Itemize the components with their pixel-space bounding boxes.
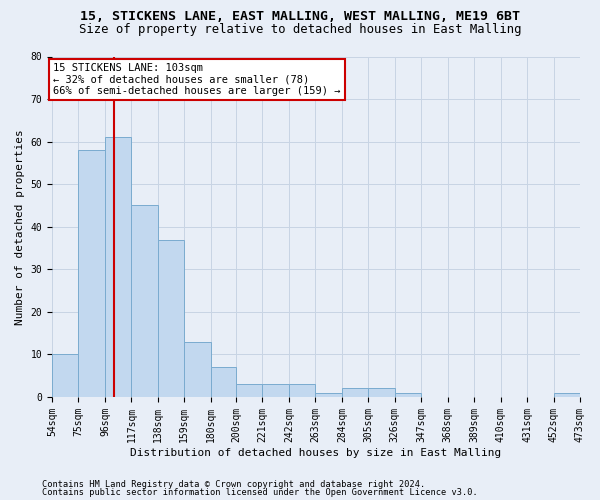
Text: 15, STICKENS LANE, EAST MALLING, WEST MALLING, ME19 6BT: 15, STICKENS LANE, EAST MALLING, WEST MA… — [80, 10, 520, 23]
Bar — [342, 388, 368, 397]
Bar — [236, 384, 262, 397]
Bar — [52, 354, 79, 397]
Bar — [79, 150, 105, 397]
Bar — [395, 392, 421, 397]
Text: 15 STICKENS LANE: 103sqm
← 32% of detached houses are smaller (78)
66% of semi-d: 15 STICKENS LANE: 103sqm ← 32% of detach… — [53, 63, 341, 96]
Bar — [131, 206, 158, 397]
Bar — [368, 388, 395, 397]
Bar — [184, 342, 211, 397]
Bar — [105, 138, 131, 397]
Text: Contains public sector information licensed under the Open Government Licence v3: Contains public sector information licen… — [42, 488, 478, 497]
Text: Contains HM Land Registry data © Crown copyright and database right 2024.: Contains HM Land Registry data © Crown c… — [42, 480, 425, 489]
Bar — [262, 384, 289, 397]
Text: Size of property relative to detached houses in East Malling: Size of property relative to detached ho… — [79, 23, 521, 36]
X-axis label: Distribution of detached houses by size in East Malling: Distribution of detached houses by size … — [130, 448, 502, 458]
Y-axis label: Number of detached properties: Number of detached properties — [15, 129, 25, 324]
Bar — [554, 392, 580, 397]
Bar — [211, 367, 236, 397]
Bar — [158, 240, 184, 397]
Bar — [289, 384, 316, 397]
Bar — [316, 392, 342, 397]
